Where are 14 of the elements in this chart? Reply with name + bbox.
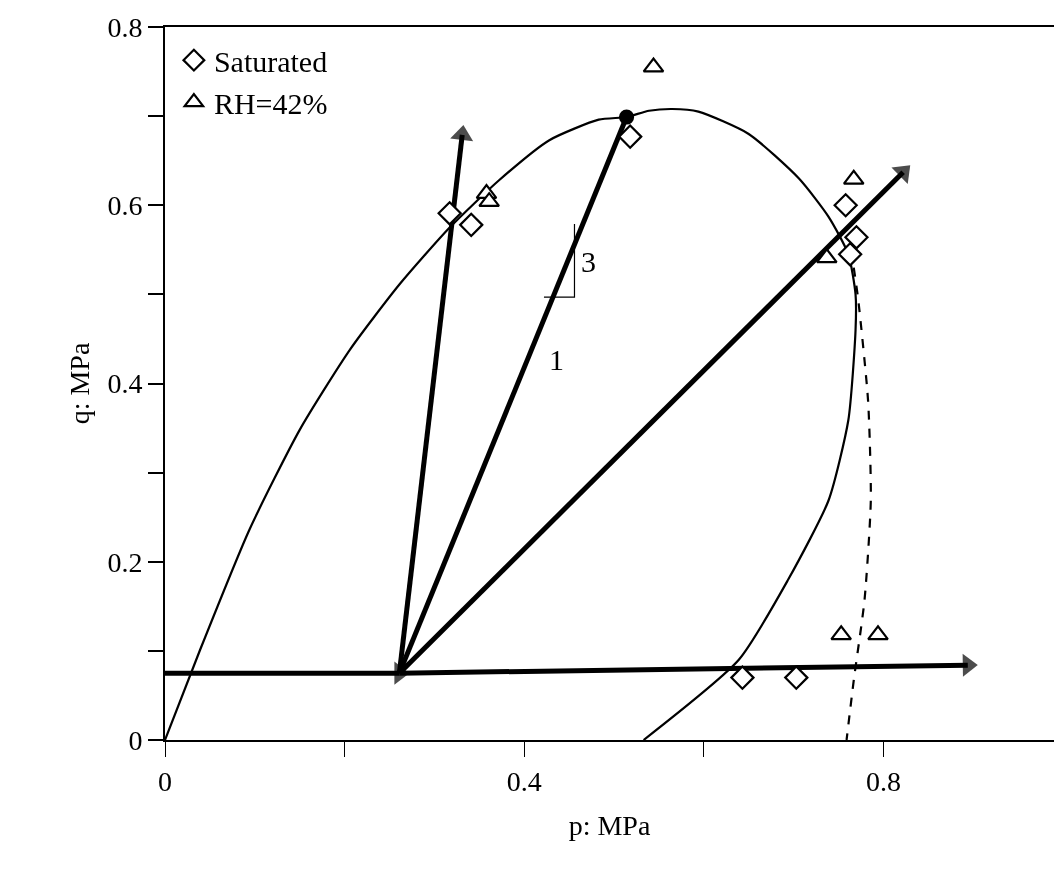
x-tick-label: 0.4 <box>506 765 542 797</box>
annotation: 3 <box>581 245 596 278</box>
x-tick-label: 0 <box>158 765 172 797</box>
y-tick-label: 0.2 <box>107 546 143 578</box>
x-tick-label: 0.8 <box>865 765 901 797</box>
y-tick-label: 0.6 <box>107 190 143 222</box>
annotation: 1 <box>549 343 564 376</box>
legend-label: RH=42% <box>213 86 328 120</box>
y-tick-label: 0.8 <box>107 11 143 43</box>
legend-label: Saturated <box>213 44 328 78</box>
y-tick-label: 0 <box>128 724 143 756</box>
y-axis-title: q: MPa <box>63 342 95 425</box>
x-axis-title: p: MPa <box>568 810 651 841</box>
y-tick-label: 0.4 <box>107 368 143 400</box>
